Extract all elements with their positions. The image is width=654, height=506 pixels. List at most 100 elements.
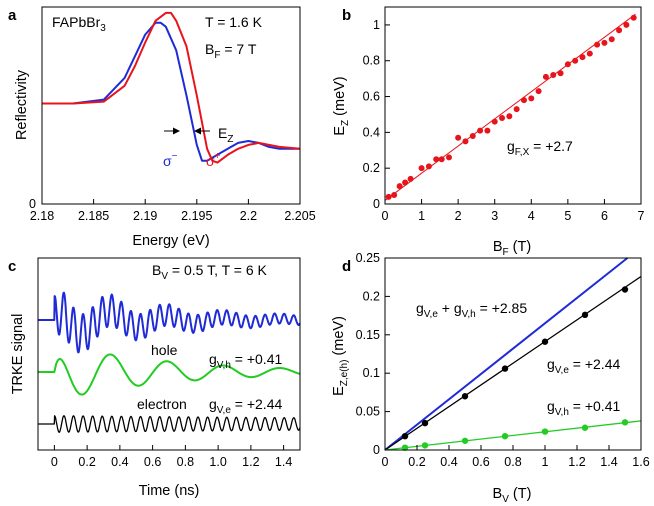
panel-d-data-point [581,311,589,319]
panel-b-data-point [499,115,506,122]
panel-a-x-ticks: 2.18 2.185 2.19 2.195 2.2 2.205 [30,199,316,223]
panel-d-letter: d [342,258,351,275]
panel-a-xtick-label: 2.18 [30,209,54,223]
panel-a-xtick-label: 2.19 [133,209,157,223]
trke-trace-hole [37,353,301,396]
panel-a-splitting-label: EZ [218,125,233,145]
sigma-plus-label: σ+ [206,151,221,169]
panel-b-ylabel: EZ (meV) [332,76,351,135]
panel-b-data-point [572,57,579,64]
panel-d-data-point [581,424,589,431]
panel-b-data-point [446,154,452,161]
panel-d-data-point [541,338,549,345]
panel-c-electron-g-label: gV,e = +2.44 [209,396,282,416]
panel-a-xtick-label: 2.205 [284,209,315,223]
panel-b-xtick-label: 2 [455,209,462,223]
panel-a-temperature-label: T = 1.6 K [205,14,263,30]
panel-c-xtick-label: 1.2 [242,455,259,469]
panel-b-data-point [407,175,414,182]
panel-b-data-point [484,127,491,134]
panel-d-ytick-label: 0.2 [363,289,380,303]
panel-d-plot-area [384,257,642,451]
panel-b-data-point [623,21,630,28]
panel-b-data-point [477,127,484,134]
panel-d-data-point [421,442,429,449]
panel-a-ytick-0: 0 [29,197,36,211]
panel-b-data-point [528,95,535,102]
panel-c-xtick-label: 0.6 [144,455,161,469]
panel-c-letter: c [8,258,16,275]
panel-b-ytick-label: 0.4 [363,125,380,139]
panel-b-data-point [433,156,440,163]
panel-d-data-point [621,419,629,426]
panel-d-xtick-label: 1.6 [632,455,649,469]
panel-d-data-point [501,432,509,440]
panel-b-xtick-label: 4 [528,209,535,223]
panel-b-ytick-label: 1 [373,18,380,32]
panel-b-data-point [535,88,542,95]
panel-a-plot-area [42,11,301,164]
panel-c-conditions-label: BV = 0.5 T, T = 6 K [152,262,268,282]
panel-b-ytick-label: 0.2 [363,161,380,175]
panel-c-frame [37,257,301,451]
panel-d-xtick-label: 0.2 [408,455,425,469]
panel-d-data-point [461,437,469,444]
panel-d-data-point [401,444,409,451]
panel-b-data-point [425,163,432,170]
panel-d-xtick-label: 0.8 [504,455,521,469]
panel-b-data-point [418,165,425,172]
panel-d-ytick-label: 0.05 [356,405,380,419]
panel-d-data-point [421,419,429,427]
panel-b-data-point [601,39,608,46]
panel-b-data-point [594,41,601,48]
panel-d-ylabel: EZ,e(h) (meV) [331,316,350,396]
panel-b-xtick-label: 7 [638,209,645,223]
panel-d-x-ticks: 0 0.2 0.4 0.6 0.8 1 1.2 1.4 1.6 [382,445,650,469]
panel-a-field-label: BF = 7 T [205,41,257,61]
panel-c-x-ticks: 0 0.2 0.4 0.6 0.8 1.0 1.2 1.4 [51,445,292,469]
panel-b-x-ticks: 0 1 2 3 4 5 6 7 [382,199,645,223]
panel-b-ytick-label: 0 [373,197,380,211]
panel-c-xtick-label: 0.2 [78,455,95,469]
panel-b-data-point [579,54,586,61]
panel-d-data-point [501,365,509,372]
panel-b-data-point [557,70,564,77]
panel-b-xlabel: BF (T) [493,239,531,258]
panel-b-data-point [438,156,445,163]
panel-b-data-point [564,61,571,68]
panel-d-xtick-label: 1.4 [600,455,617,469]
panel-b-data-point [491,118,498,125]
panel-d-xtick-label: 0 [382,455,389,469]
panel-b-xtick-label: 0 [382,209,389,223]
panel-b-data-point [520,97,527,104]
panel-b-data-point [630,14,637,21]
panel-d-fit-line-1 [384,275,642,451]
panel-c-plot-area [37,291,301,433]
panel-b-plot-area [384,13,637,201]
panel-d-xlabel: BV (T) [493,486,532,505]
panel-b-ytick-label: 0.8 [363,54,380,68]
panel-b-ytick-label: 0.6 [363,90,380,104]
panel-b-data-point [550,72,557,79]
panel-c: c 0 0.2 0.4 0.6 0.8 1.0 1.2 1.4 Time (ns) TRKE … [8,257,301,499]
panel-c-hole-label: hole [151,342,178,358]
reflectivity-curve-sigma-minus [42,21,300,162]
sigma-minus-label: σ− [163,151,178,169]
panel-d-xtick-label: 1.2 [568,455,585,469]
panel-d-data-point [461,393,469,400]
panel-b-frame [384,6,642,205]
panel-d-data-point [621,286,629,293]
panel-d-y-ticks: 0 0.05 0.1 0.15 0.2 0.25 [356,251,390,457]
panel-b-data-point [586,50,593,57]
panel-d-xtick-label: 0.4 [440,455,457,469]
panel-b-fit-line [384,13,636,201]
panel-b-data-point [513,106,520,113]
panel-b-data-point [506,113,513,120]
panel-c-ylabel: TRKE signal [10,314,26,395]
panel-b-data-point [455,134,462,141]
panel-c-hole-g-label: gV,h = +0.41 [209,351,282,371]
panel-b-xtick-label: 1 [418,209,425,223]
panel-b-data-point [396,183,403,190]
splitting-arrowhead-left [173,127,180,135]
panel-c-xtick-label: 0.4 [111,455,128,469]
